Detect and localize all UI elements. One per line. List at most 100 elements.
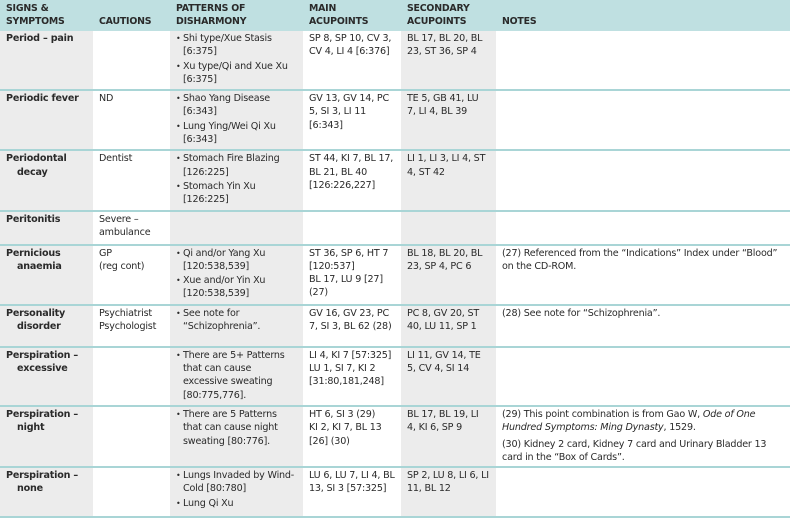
caution-text: Psychologist [99,321,157,333]
secondary-acupoints-cell: SP 2, LU 8, LI 6, LI 11, BL 12 [401,467,496,518]
secondary-acupoints-cell: LI 1, LI 3, LI 4, ST 4, ST 42 [401,150,496,212]
secondary-acupoints-text: LI 1, LI 3, LI 4, ST 4, ST 42 [407,153,486,178]
note-text-part: , 1529. [663,422,696,434]
caution-cell: ND [93,90,170,152]
symptom-cell: Period – pain [0,31,93,92]
caution-text: Dentist [99,153,133,165]
symptom-text: Personality [6,307,66,319]
caution-cell: Psychiatrist Psychologist [93,304,170,348]
symptom-cell: Pernicious anaemia [0,244,93,306]
pattern-item: Lung Qi Xu [176,497,297,511]
secondary-acupoints-cell: LI 11, GV 14, TE 5, CV 4, SI 14 [401,346,496,407]
pattern-item: There are 5 Patterns that can cause nigh… [176,408,297,448]
symptom-cell: Perspiration – night [0,405,93,469]
header-main-acupoints: MAIN ACUPOINTS [303,0,401,31]
symptom-text: excessive [17,363,68,375]
secondary-acupoints-cell: BL 18, BL 20, BL 23, SP 4, PC 6 [401,244,496,306]
symptom-cell: Perspiration – excessive [0,346,93,407]
patterns-cell: There are 5+ Patterns that can cause exc… [170,346,303,407]
secondary-acupoints-cell: PC 8, GV 20, ST 40, LU 11, SP 1 [401,304,496,348]
symptom-cell: Perspiration – none [0,467,93,518]
notes-cell [496,467,790,518]
secondary-acupoints-text: BL 17, BL 19, LI 4, KI 6, SP 9 [407,408,479,434]
header-signs-symptoms: SIGNS & SYMPTOMS [0,0,93,31]
pattern-item: Lung Ying/Wei Qi Xu [6:343] [176,120,297,147]
header-notes: NOTES [496,0,790,31]
main-acupoints-cell: LU 6, LU 7, LI 4, BL 13, SI 3 [57:325] [303,467,401,518]
symptom-text: Perspiration – [6,408,78,420]
secondary-acupoints-cell: BL 17, BL 20, BL 23, ST 36, SP 4 [401,31,496,92]
symptom-cell: Periodic fever [0,90,93,152]
symptom-cell: Periodontal decay [0,150,93,212]
main-acupoints-text: LI 4, KI 7 [57:325] [309,349,392,361]
symptom-text: decay [17,166,48,178]
pattern-item: There are 5+ Patterns that can cause exc… [176,349,297,402]
secondary-acupoints-text: PC 8, GV 20, ST 40, LU 11, SP 1 [407,307,480,333]
patterns-cell: Shao Yang Disease [6:343]Lung Ying/Wei Q… [170,90,303,152]
notes-cell [496,210,790,246]
secondary-acupoints-text: LI 11, GV 14, TE 5, CV 4, SI 14 [407,349,481,375]
header-secondary-acupoints: SECONDARY ACUPOINTS [401,0,496,31]
main-acupoints-cell: ST 44, KI 7, BL 17, BL 21, BL 40 [126:22… [303,150,401,212]
table-row: Peritonitis Severe – ambulance [0,210,790,246]
main-acupoints-cell: GV 16, GV 23, PC 7, SI 3, BL 62 (28) [303,304,401,348]
symptom-cell: Peritonitis [0,210,93,246]
header-cautions: CAUTIONS [93,0,170,31]
symptom-text: Pernicious [6,247,61,259]
notes-cell [496,31,790,92]
symptom-text: anaemia [17,260,62,272]
caution-cell: Dentist [93,150,170,212]
caution-cell [93,405,170,469]
secondary-acupoints-text: BL 18, BL 20, BL 23, SP 4, PC 6 [407,247,483,272]
pattern-item: Lungs Invaded by Wind-Cold [80:780] [176,469,297,496]
pattern-item: Shi type/Xue Stasis [6:375] [176,32,297,59]
patterns-cell [170,210,303,246]
main-acupoints-cell: LI 4, KI 7 [57:325] LU 1, SI 7, KI 2 [31:… [303,346,401,407]
main-acupoints-text: LU 6, LU 7, LI 4, BL 13, SI 3 [57:325] [309,470,395,495]
symptom-text: Period – pain [6,33,74,44]
table-row: Perspiration – excessive There are 5+ Patt… [0,346,790,407]
main-acupoints-cell: HT 6, SI 3 (29) KI 2, KI 7, BL 13 [26] (3… [303,405,401,469]
table-row: Perspiration –none Lungs Invaded by Wind-… [0,467,790,518]
symptom-text: night [17,422,45,434]
symptom-text: Periodic fever [6,93,79,105]
patterns-cell: Lungs Invaded by Wind-Cold [80:780]Lung … [170,467,303,518]
note-text-part: (29) This point combination is from Gao … [502,408,703,420]
notes-cell [496,90,790,152]
secondary-acupoints-text: SP 2, LU 8, LI 6, LI 11, BL 12 [407,470,489,495]
secondary-acupoints-cell [401,210,496,246]
caution-cell: Severe – ambulance [93,210,170,246]
main-acupoints-cell [303,210,401,246]
header-patterns: PATTERNS OF DISHARMONY [170,0,303,31]
caution-cell: GP (reg cont) [93,244,170,306]
patterns-cell: Stomach Fire Blazing [126:225]Stomach Yi… [170,150,303,212]
caution-cell [93,31,170,92]
note-text: (28) See note for “Schizophrenia”. [502,307,661,319]
secondary-acupoints-text: BL 17, BL 20, BL 23, ST 36, SP 4 [407,33,483,58]
caution-text: GP [99,247,112,259]
main-acupoints-text: GV 16, GV 23, PC 7, SI 3, BL 62 (28) [309,307,392,333]
symptom-text: Peritonitis [6,213,61,225]
pattern-item: Shao Yang Disease [6:343] [176,92,297,119]
table-row: Period – pain Shi type/Xue Stasis [6:375]… [0,31,790,92]
pattern-item: Stomach Fire Blazing [126:225] [176,152,297,179]
main-acupoints-text: ST 36, SP 6, HT 7 [120:537] [309,247,389,272]
caution-text: (reg cont) [99,260,145,272]
secondary-acupoints-cell: TE 5, GB 41, LU 7, LI 4, BL 39 [401,90,496,152]
symptom-text: Perspiration – [6,470,78,482]
notes-cell: (28) See note for “Schizophrenia”. [496,304,790,348]
pattern-item: Stomach Yin Xu [126:225] [176,180,297,207]
table-row: Personality disorder Psychiatrist Psycholog… [0,304,790,348]
notes-cell: (27) Referenced from the “Indications” I… [496,244,790,306]
note-text: (27) Referenced from the “Indications” I… [502,247,778,272]
caution-text: Psychiatrist [99,307,152,319]
patterns-cell: See note for “Schizophrenia”. [170,304,303,348]
main-acupoints-text: SP 8, SP 10, CV 3, CV 4, LI 4 [6:376] [309,33,392,58]
pattern-item: Xue and/or Yin Xu [120:538,539] [176,274,297,301]
main-acupoints-text: BL 17, LU 9 [27] (27) [309,274,383,299]
pattern-item: See note for “Schizophrenia”. [176,307,297,334]
pattern-item: Qi and/or Yang Xu [120:538,539] [176,247,297,274]
